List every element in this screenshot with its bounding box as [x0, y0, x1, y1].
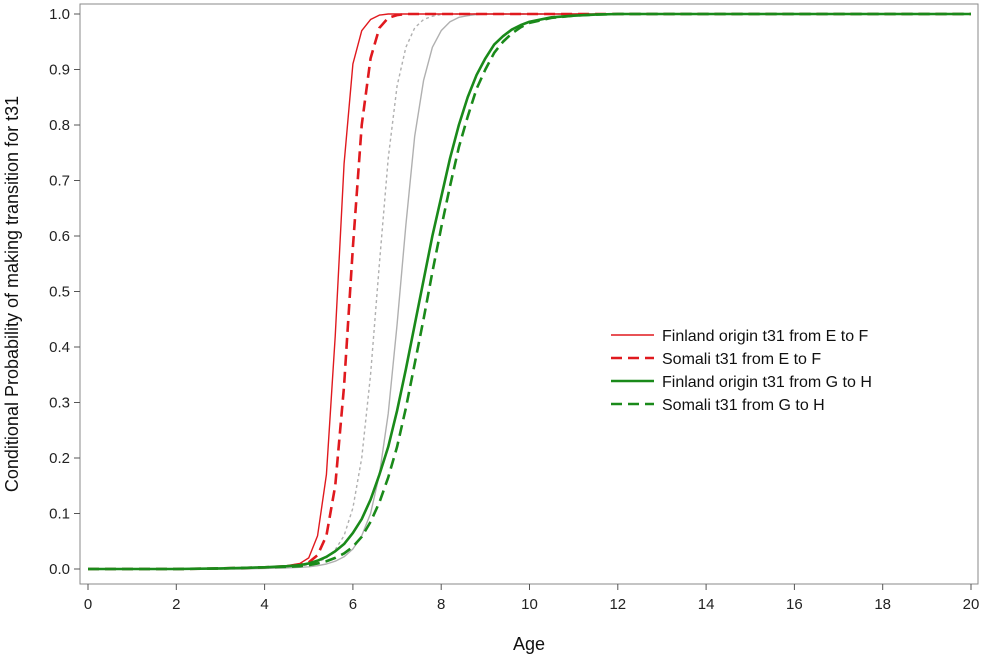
x-tick-label: 18 — [874, 596, 891, 613]
series-layer — [88, 12, 971, 571]
x-tick-label: 20 — [963, 596, 980, 613]
x-axis: 0 2 4 6 8 10 12 14 16 18 20 — [84, 584, 980, 613]
y-tick-label: 0.4 — [49, 339, 70, 356]
x-axis-title: Age — [513, 634, 545, 654]
y-tick-label: 0.9 — [49, 62, 70, 79]
y-axis-title: Conditional Probability of making transi… — [2, 96, 22, 492]
legend-label-4: Somali t31 from G to H — [662, 397, 825, 414]
plot-frame — [79, 3, 979, 585]
y-tick-label: 0.7 — [49, 173, 70, 190]
legend-label-3: Finland origin t31 from G to H — [662, 374, 872, 391]
legend-label-1: Finland origin t31 from E to F — [662, 328, 869, 345]
y-tick-label: 0.5 — [49, 284, 70, 301]
y-tick-label: 0.8 — [49, 117, 70, 134]
x-tick-label: 8 — [437, 596, 445, 613]
y-tick-label: 1.0 — [49, 6, 70, 23]
y-tick-label: 0.0 — [49, 561, 70, 578]
y-axis: 0.0 0.1 0.2 0.3 0.4 0.5 0.6 0.7 0.8 0.9 1.0 — [49, 6, 80, 578]
x-tick-label: 10 — [521, 596, 538, 613]
x-tick-label: 0 — [84, 596, 92, 613]
y-tick-label: 0.1 — [49, 506, 70, 523]
y-tick-label: 0.3 — [49, 395, 70, 412]
x-tick-label: 4 — [260, 596, 268, 613]
x-tick-label: 6 — [349, 596, 357, 613]
x-tick-label: 14 — [698, 596, 715, 613]
x-tick-label: 16 — [786, 596, 803, 613]
x-tick-label: 12 — [609, 596, 626, 613]
series-line-4 — [88, 12, 971, 571]
legend: Finland origin t31 from E to F Somali t31… — [611, 328, 872, 414]
y-tick-label: 0.6 — [49, 228, 70, 245]
legend-label-2: Somali t31 from E to F — [662, 351, 821, 368]
y-tick-label: 0.2 — [49, 450, 70, 467]
x-tick-label: 2 — [172, 596, 180, 613]
